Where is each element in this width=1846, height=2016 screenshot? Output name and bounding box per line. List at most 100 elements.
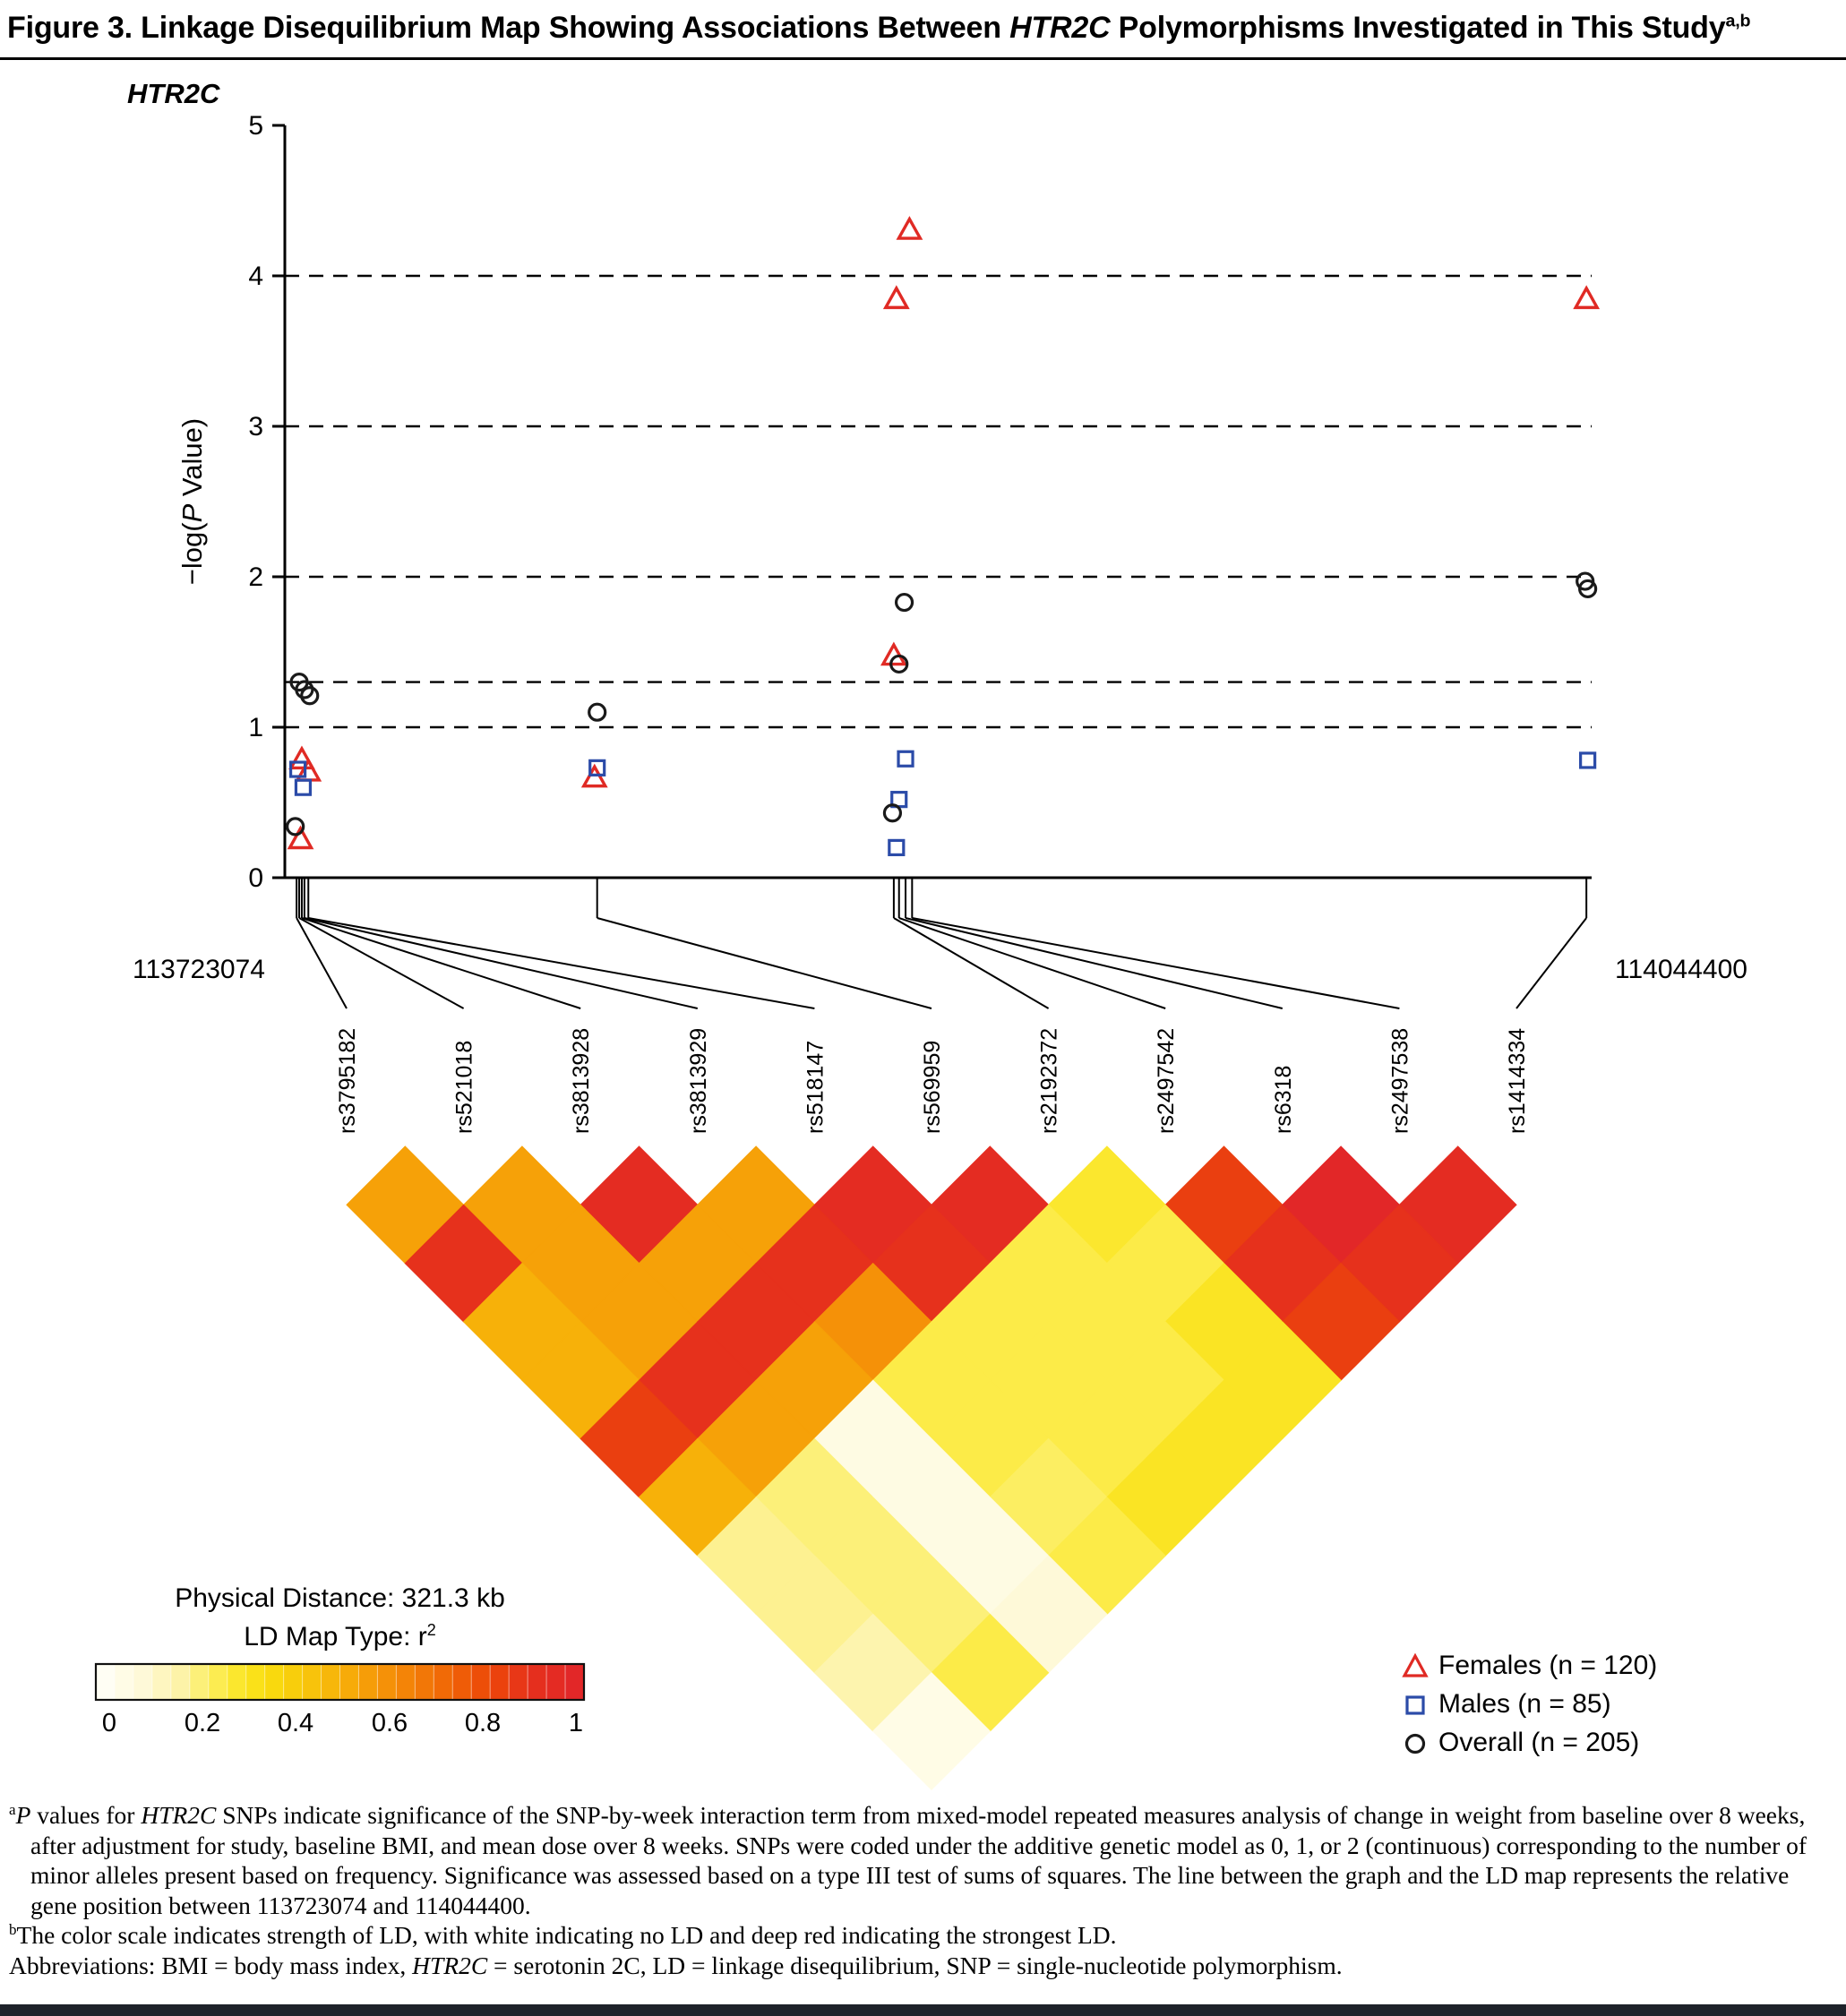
point-males	[897, 750, 914, 768]
connector-diagonal	[912, 917, 1400, 1009]
legend-label-overall: Overall (n = 205)	[1438, 1728, 1640, 1757]
colorbar-segment	[339, 1663, 360, 1701]
point-overall	[882, 803, 903, 823]
colorbar-tick: 0.2	[184, 1709, 221, 1737]
point-overall	[300, 686, 320, 706]
snp-label: rs1414334	[1505, 1028, 1530, 1134]
y-tick-label: 0	[248, 863, 263, 893]
colorbar-segment	[564, 1663, 586, 1701]
colorbar-tick: 1	[568, 1709, 584, 1737]
colorbar-segment	[527, 1663, 548, 1701]
colorbar-segment	[245, 1663, 266, 1701]
connector-diagonal	[298, 917, 465, 1009]
colorbar-segment	[189, 1663, 210, 1701]
page-bottom-bar	[0, 2004, 1846, 2016]
snp-position-connectors	[296, 878, 1588, 1009]
colorbar-segment	[283, 1663, 304, 1701]
colorbar-segment	[264, 1663, 285, 1701]
snp-label: rs2497542	[1154, 1028, 1179, 1134]
point-overall	[894, 592, 914, 613]
axes: 0 1 2 3 4 5 −log(P Value) HTR2C 113723074 1140444…	[127, 78, 1747, 984]
connector-diagonal	[893, 917, 1050, 1009]
point-males	[588, 759, 606, 776]
footnote-b-marker: b	[9, 1921, 17, 1939]
connector-diagonal	[308, 917, 815, 1009]
y-tick-label: 4	[248, 262, 263, 291]
colorbar-segment	[321, 1663, 341, 1701]
snp-label: rs3795182	[335, 1028, 360, 1134]
snp-label: rs2192372	[1037, 1028, 1062, 1134]
legend-item-overall: Overall (n = 205)	[1401, 1727, 1657, 1759]
colorbar-segment	[433, 1663, 454, 1701]
colorbar-border	[94, 1662, 586, 1702]
snp-label: rs3813929	[686, 1028, 711, 1134]
title-divider	[0, 57, 1846, 60]
snp-label: rs518147	[803, 1041, 828, 1134]
snp-label: rs569959	[920, 1041, 945, 1134]
ld-colorbar	[94, 1662, 586, 1702]
connector-diagonal	[898, 917, 1166, 1009]
colorbar-tick-labels: 0 0.2 0.4 0.6 0.8 1	[96, 1709, 584, 1741]
figure-title-gene: HTR2C	[1009, 11, 1111, 45]
point-overall	[286, 817, 305, 836]
colorbar-segment	[302, 1663, 322, 1701]
square-icon	[1401, 1691, 1430, 1718]
point-overall	[1578, 579, 1598, 599]
colorbar-segment	[414, 1663, 435, 1701]
figure-label: Figure 3.	[7, 11, 133, 45]
colorbar-tick: 0.6	[371, 1709, 408, 1737]
point-males	[294, 778, 313, 796]
y-tick-label: 5	[248, 111, 263, 141]
ld-map-type-superscript: 2	[426, 1621, 436, 1639]
snp-label: rs6318	[1271, 1066, 1296, 1134]
colorbar-segment	[395, 1663, 416, 1701]
point-females	[896, 216, 923, 240]
colorbar-segment	[489, 1663, 511, 1701]
circle-icon	[1401, 1729, 1430, 1756]
footnote-a: aP values for HTR2C SNPs indicate signif…	[9, 1800, 1807, 1919]
colorbar-segment	[151, 1663, 173, 1701]
point-overall	[588, 702, 607, 722]
y-tick-label: 3	[248, 412, 263, 442]
connector-diagonal	[296, 917, 348, 1009]
colorbar-tick: 0.4	[277, 1709, 314, 1737]
colorbar-segment	[470, 1663, 492, 1701]
gene-label: HTR2C	[127, 78, 220, 109]
connector-diagonal	[1515, 917, 1587, 1009]
point-females	[1573, 285, 1601, 310]
x-right-position-label: 114044400	[1615, 955, 1747, 984]
colorbar-segment	[227, 1663, 247, 1701]
point-females	[287, 825, 314, 850]
y-tick-label: 1	[248, 713, 263, 742]
colorbar-segment	[95, 1663, 116, 1701]
colorbar-segment	[376, 1663, 398, 1701]
point-females	[880, 641, 907, 666]
point-females	[882, 285, 910, 310]
connector-diagonal	[905, 917, 1284, 1009]
connector-diagonal	[301, 917, 581, 1009]
point-males	[288, 760, 307, 778]
scatter-points	[286, 216, 1601, 857]
footnote-abbreviations: Abbreviations: BMI = body mass index, HT…	[9, 1951, 1343, 1979]
snp-label: rs3813928	[569, 1028, 594, 1134]
figure-title-superscript: a,b	[1725, 11, 1751, 31]
ld-heatmap	[346, 1145, 1517, 1791]
footnote-b: bThe color scale indicates strength of L…	[9, 1921, 1117, 1950]
snp-label: rs2497538	[1387, 1028, 1412, 1134]
colorbar-segment	[357, 1663, 379, 1701]
point-males	[1579, 751, 1597, 769]
legend-item-males: Males (n = 85)	[1401, 1688, 1657, 1720]
legend-label-males: Males (n = 85)	[1438, 1689, 1611, 1719]
point-females	[288, 745, 315, 770]
colorbar-segment	[451, 1663, 473, 1701]
triangle-icon	[1401, 1652, 1430, 1679]
ld-map-type-text: LD Map Type: r	[244, 1622, 427, 1651]
legend-label-females: Females (n = 120)	[1438, 1651, 1658, 1680]
point-males	[888, 838, 906, 857]
ld-map-type-label: LD Map Type: r2	[96, 1621, 584, 1652]
connector-diagonal	[304, 917, 699, 1009]
ld-cell	[871, 1671, 992, 1791]
figure-title-text-2: Polymorphisms Investigated in This Study	[1110, 11, 1726, 45]
